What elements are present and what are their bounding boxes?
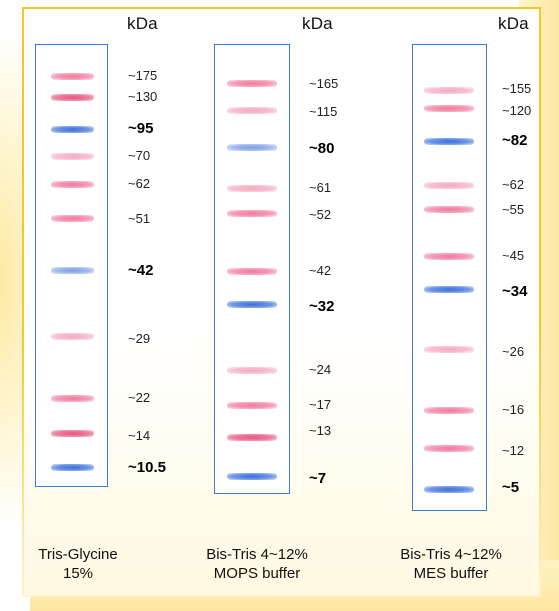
molecular-weight-label: ~52 (309, 207, 332, 222)
marker-band-pink (227, 107, 277, 114)
molecular-weight-label: ~62 (502, 177, 525, 192)
molecular-weight-label: ~14 (128, 428, 151, 443)
marker-band-pink (424, 182, 474, 189)
marker-band-pink (424, 87, 474, 94)
marker-band-pink (227, 210, 277, 217)
marker-band-blue (227, 144, 277, 151)
molecular-weight-label: ~17 (309, 397, 332, 412)
lane-caption-1-line2: 15% (62, 565, 94, 582)
marker-band-pink (424, 407, 474, 414)
marker-band-pink (424, 445, 474, 452)
marker-band-pink (424, 105, 474, 112)
molecular-weight-label: ~165 (309, 76, 339, 91)
unit-label-lane-1: kDa (127, 14, 158, 33)
marker-band-blue (227, 473, 277, 480)
gel-lane-mes (412, 44, 487, 511)
marker-band-pink (424, 346, 474, 353)
molecular-weight-label: ~42 (309, 263, 332, 278)
molecular-weight-label: ~10.5 (128, 459, 166, 476)
marker-band-blue (424, 138, 474, 145)
unit-label-lane-2: kDa (302, 14, 333, 33)
marker-band-pink (227, 268, 277, 275)
molecular-weight-label: ~61 (309, 180, 332, 195)
gel-lane-tris-glycine (35, 44, 108, 487)
lane-caption-3-line2: MES buffer (413, 565, 489, 582)
molecular-weight-label: ~12 (502, 443, 525, 458)
marker-band-blue (424, 286, 474, 293)
molecular-weight-label: ~115 (309, 104, 338, 119)
marker-band-pink (51, 333, 94, 340)
molecular-weight-label: ~5 (502, 479, 520, 496)
marker-band-pink (51, 395, 94, 402)
marker-band-pink (51, 94, 94, 101)
marker-band-pink (51, 215, 94, 222)
molecular-weight-label: ~80 (309, 140, 335, 157)
lane-caption-3-line1: Bis-Tris 4~12% (400, 546, 502, 563)
marker-band-pink (227, 402, 277, 409)
lane-caption-1-line1: Tris-Glycine (38, 546, 118, 563)
unit-label-lane-3: kDa (498, 14, 529, 33)
molecular-weight-label: ~32 (309, 298, 335, 315)
molecular-weight-label: ~70 (128, 148, 151, 163)
molecular-weight-label: ~175 (128, 68, 158, 83)
marker-band-blue (51, 464, 94, 471)
molecular-weight-label: ~16 (502, 402, 525, 417)
molecular-weight-label: ~7 (309, 470, 327, 487)
molecular-weight-label: ~95 (128, 120, 154, 137)
molecular-weight-label: ~62 (128, 176, 151, 191)
molecular-weight-label: ~13 (309, 423, 332, 438)
marker-band-blue (51, 126, 94, 133)
molecular-weight-label: ~42 (128, 262, 154, 279)
molecular-weight-label: ~51 (128, 211, 151, 226)
molecular-weight-label: ~29 (128, 331, 151, 346)
marker-band-pink (51, 73, 94, 80)
marker-band-pink (424, 253, 474, 260)
marker-band-pink (227, 80, 277, 87)
lane-caption-2-line1: Bis-Tris 4~12% (206, 546, 308, 563)
molecular-weight-label: ~130 (128, 89, 158, 104)
marker-band-pink (227, 367, 277, 374)
molecular-weight-label: ~24 (309, 362, 332, 377)
molecular-weight-label: ~45 (502, 248, 525, 263)
marker-band-blue (227, 301, 277, 308)
molecular-weight-label: ~82 (502, 132, 528, 149)
lane-caption-1: Tris-Glycine 15% (18, 545, 138, 583)
molecular-weight-label: ~26 (502, 344, 525, 359)
molecular-weight-label: ~22 (128, 390, 151, 405)
marker-band-blue (424, 486, 474, 493)
marker-band-pink (424, 206, 474, 213)
molecular-weight-label: ~34 (502, 283, 528, 300)
lane-caption-2: Bis-Tris 4~12% MOPS buffer (187, 545, 327, 583)
marker-band-pink (51, 430, 94, 437)
marker-band-pink (227, 434, 277, 441)
marker-band-blue (51, 267, 94, 274)
molecular-weight-label: ~155 (502, 81, 532, 96)
lane-caption-2-line2: MOPS buffer (213, 565, 301, 582)
molecular-weight-label: ~55 (502, 202, 525, 217)
molecular-weight-label: ~120 (502, 103, 532, 118)
marker-band-pink (227, 185, 277, 192)
marker-band-pink (51, 153, 94, 160)
marker-band-pink (51, 181, 94, 188)
lane-caption-3: Bis-Tris 4~12% MES buffer (381, 545, 521, 583)
